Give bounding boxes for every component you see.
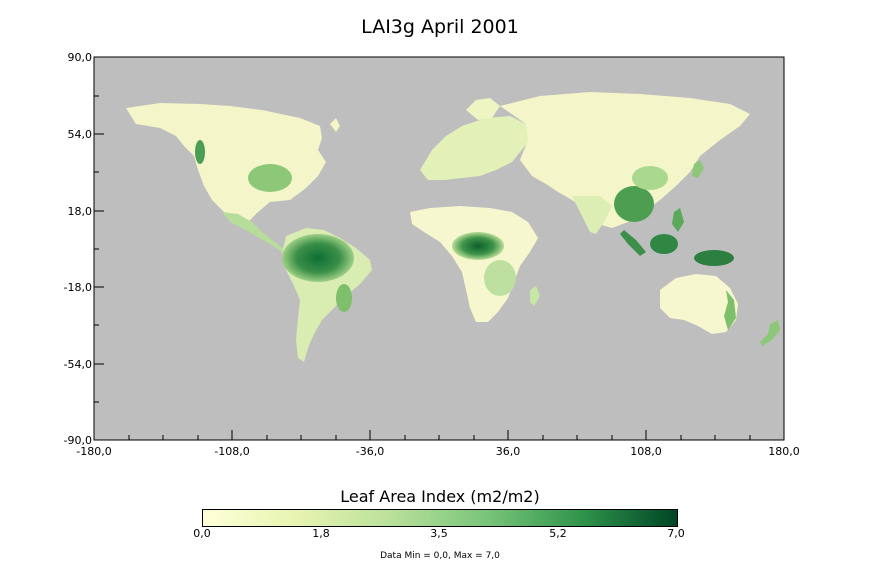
- atlantic-forest: [336, 284, 352, 312]
- y-tick-label: 18,0: [68, 205, 93, 218]
- map-title: LAI3g April 2001: [361, 16, 519, 38]
- scandinavia: [466, 98, 500, 120]
- asia: [500, 92, 750, 228]
- y-tick-label: 54,0: [68, 128, 93, 141]
- x-tick-label: 180,0: [768, 445, 800, 458]
- north-america: [126, 103, 326, 222]
- congo-rainforest: [452, 232, 504, 260]
- amazon-rainforest: [282, 234, 354, 282]
- australia: [660, 274, 738, 334]
- x-tick-label: 36,0: [496, 445, 521, 458]
- colorbar-tick-label: 3,5: [430, 527, 448, 540]
- new-zealand: [760, 320, 780, 346]
- india: [572, 196, 612, 234]
- y-tick-label: -18,0: [64, 281, 92, 294]
- new-guinea: [694, 250, 734, 266]
- east-australia-forest: [724, 290, 736, 330]
- x-tick-label: 108,0: [630, 445, 662, 458]
- axis-ticks: [93, 56, 785, 441]
- x-tick-label: -36,0: [356, 445, 384, 458]
- colorbar-tick-label: 5,2: [549, 527, 567, 540]
- eastern-us-forest: [248, 164, 292, 192]
- colorbar-tick-label: 0,0: [193, 527, 211, 540]
- borneo: [650, 234, 678, 254]
- east-china: [632, 166, 668, 190]
- colorbar-tick-label: 1,8: [312, 527, 330, 540]
- colorbar-title: Leaf Area Index (m2/m2): [340, 487, 540, 506]
- sumatra: [620, 230, 646, 256]
- greenland-edge: [330, 118, 340, 132]
- east-africa-savanna: [484, 260, 516, 296]
- central-america: [222, 212, 286, 252]
- europe: [420, 116, 530, 180]
- colorbar: [202, 509, 678, 527]
- southeast-asia-forest: [614, 186, 654, 222]
- data-range-note: Data Min = 0,0, Max = 7,0: [380, 551, 500, 561]
- y-tick-label: 90,0: [68, 51, 93, 64]
- y-tick-label: -90,0: [64, 434, 92, 447]
- japan: [692, 160, 704, 178]
- x-tick-label: -180,0: [76, 445, 111, 458]
- x-tick-label: -108,0: [214, 445, 249, 458]
- y-tick-label: -54,0: [64, 358, 92, 371]
- pacific-nw-forest: [195, 140, 205, 164]
- colorbar-tick-label: 7,0: [667, 527, 685, 540]
- philippines: [672, 208, 684, 232]
- madagascar: [530, 286, 540, 306]
